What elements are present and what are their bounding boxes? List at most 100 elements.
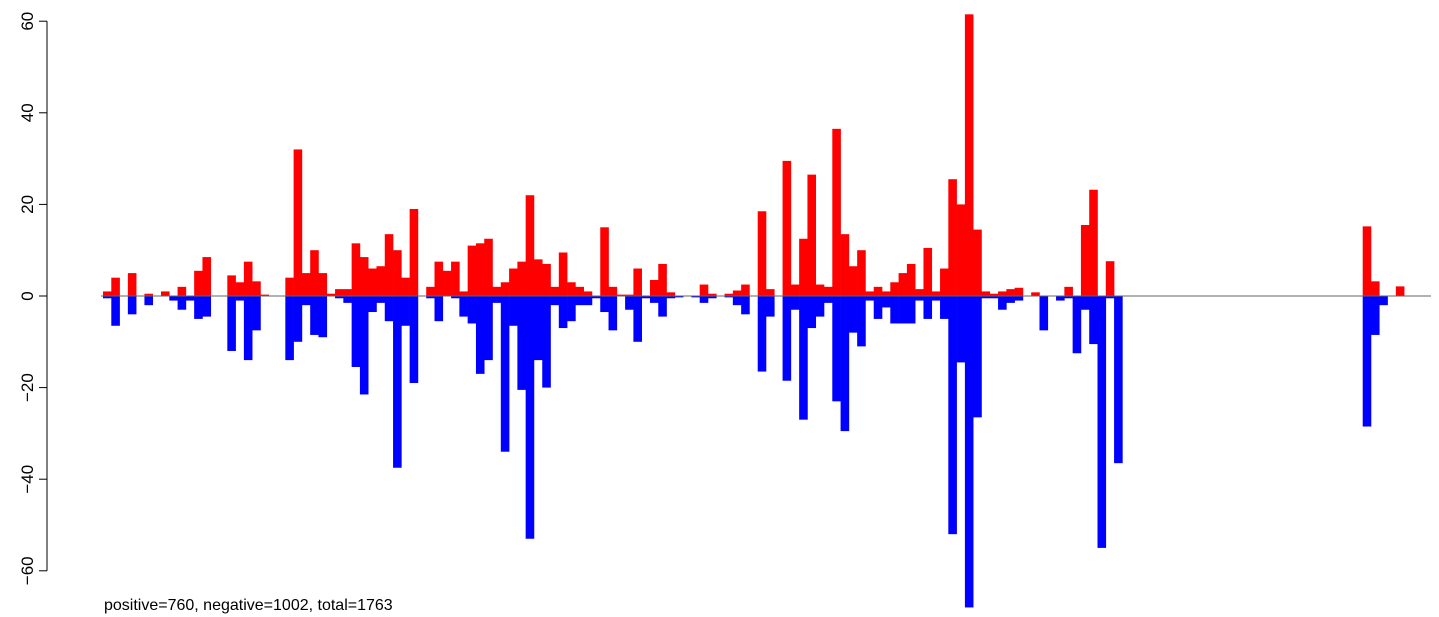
positive-bar xyxy=(666,292,676,296)
negative-bar xyxy=(815,296,825,317)
positive-bar xyxy=(865,291,875,296)
positive-bar xyxy=(467,245,477,296)
negative-bar xyxy=(451,296,460,299)
positive-bar xyxy=(434,261,444,296)
positive-bar xyxy=(243,261,253,296)
negative-bar xyxy=(409,296,419,384)
negative-bar xyxy=(625,296,634,310)
positive-bar xyxy=(509,268,518,296)
positive-bar xyxy=(931,291,941,296)
negative-bar xyxy=(790,296,800,310)
negative-bar xyxy=(335,296,344,299)
positive-bar xyxy=(815,284,825,296)
positive-bar xyxy=(923,247,933,296)
negative-bar xyxy=(575,296,584,306)
negative-bar xyxy=(931,296,941,301)
summary-counts-label: positive=760, negative=1002, total=1763 xyxy=(104,597,393,614)
negative-bar xyxy=(906,296,916,324)
negative-bars-group xyxy=(103,296,1388,608)
negative-bar xyxy=(301,296,311,306)
negative-bar xyxy=(782,296,792,381)
positive-bar xyxy=(766,289,775,296)
negative-bar xyxy=(550,296,560,306)
negative-bar xyxy=(1097,296,1107,548)
negative-bar xyxy=(252,296,261,331)
positive-bar xyxy=(616,294,626,296)
negative-bar xyxy=(915,296,924,301)
negative-bar xyxy=(376,296,386,303)
positive-bar xyxy=(103,291,112,296)
negative-bar xyxy=(310,296,319,335)
positive-bar xyxy=(542,263,551,296)
positive-bar xyxy=(127,273,137,296)
negative-bar xyxy=(989,296,999,299)
negative-bar xyxy=(393,296,402,468)
negative-bar xyxy=(732,296,742,306)
positive-bar xyxy=(227,275,236,296)
negative-bar xyxy=(882,296,891,308)
negative-bar xyxy=(857,296,866,347)
positive-bar xyxy=(533,259,543,296)
y-tick-label: −20 xyxy=(18,373,37,402)
positive-bar xyxy=(848,266,858,296)
negative-bar xyxy=(567,296,576,322)
positive-bar xyxy=(459,291,468,296)
negative-bar xyxy=(824,296,833,303)
positive-bar xyxy=(649,279,659,296)
positive-bar xyxy=(235,282,245,296)
negative-bar xyxy=(318,296,328,338)
positive-bar xyxy=(956,204,966,296)
positive-bar xyxy=(517,261,526,296)
negative-bar xyxy=(384,296,394,322)
positive-bar xyxy=(699,284,709,296)
positive-bars-group xyxy=(103,14,1405,297)
positive-bar xyxy=(558,252,568,296)
negative-bar xyxy=(707,296,717,299)
negative-bar xyxy=(832,296,841,402)
negative-bar xyxy=(807,296,817,329)
y-tick-label: −40 xyxy=(18,465,37,494)
positive-bar xyxy=(451,261,460,296)
negative-bar xyxy=(583,296,593,306)
negative-bar xyxy=(500,296,510,452)
positive-bar xyxy=(583,291,593,296)
negative-bar xyxy=(998,296,1007,310)
negative-bar xyxy=(699,296,709,303)
positive-bar xyxy=(948,179,957,296)
negative-bar xyxy=(185,296,195,301)
negative-bar xyxy=(459,296,468,317)
positive-bar xyxy=(318,273,328,296)
negative-bar xyxy=(641,296,651,299)
negative-bar xyxy=(724,296,734,298)
positive-bar xyxy=(335,289,344,296)
positive-bar xyxy=(550,286,560,296)
positive-bar xyxy=(608,286,618,296)
positive-bar xyxy=(1370,281,1380,296)
positive-bar xyxy=(799,238,808,296)
positive-bar xyxy=(426,286,435,296)
positive-bar xyxy=(807,174,817,296)
positive-bar xyxy=(409,208,419,296)
positive-bar xyxy=(898,273,908,296)
positive-bar xyxy=(202,257,212,296)
negative-bar xyxy=(674,296,684,298)
positive-bar xyxy=(442,270,452,296)
positive-bar xyxy=(824,286,833,296)
positive-bar xyxy=(310,250,319,296)
positive-bar xyxy=(1362,226,1372,296)
positive-bar xyxy=(500,282,510,296)
negative-bar xyxy=(940,296,949,319)
positive-bar xyxy=(741,284,750,296)
positive-bar xyxy=(111,277,120,296)
positive-bar xyxy=(492,286,502,296)
negative-bar xyxy=(1080,296,1090,310)
positive-bar xyxy=(998,291,1007,296)
positive-bar xyxy=(376,266,386,296)
negative-bar xyxy=(202,296,212,317)
positive-bar xyxy=(625,294,634,296)
negative-bar xyxy=(194,296,203,319)
positive-bar xyxy=(840,234,850,296)
negative-bar xyxy=(103,296,112,299)
negative-bar xyxy=(658,296,667,317)
positive-bar xyxy=(525,195,535,296)
